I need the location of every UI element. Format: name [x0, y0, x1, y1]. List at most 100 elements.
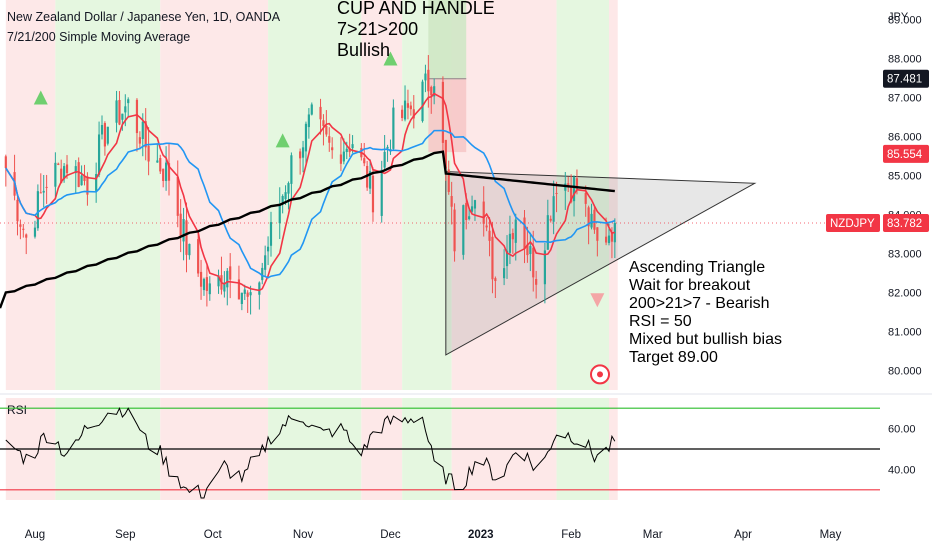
price-tag [883, 214, 929, 233]
candle-body [63, 166, 66, 180]
candle-body [80, 175, 83, 186]
candle-body [575, 178, 579, 189]
candle-body [532, 247, 535, 278]
price-tag [883, 144, 929, 163]
candle-body [124, 106, 127, 113]
candle-body [249, 292, 252, 296]
candle-body [301, 147, 305, 158]
candle-body [188, 243, 191, 256]
y-tick-label: 85.000 [888, 171, 922, 183]
candle-body [4, 156, 7, 169]
candle-body [165, 162, 168, 181]
price-tag-label: 87.481 [887, 74, 922, 86]
candle-body [284, 192, 287, 200]
annotation-line: CUP AND HANDLE [337, 0, 495, 18]
candle-body [503, 268, 506, 279]
candle-body [287, 183, 290, 194]
candle-body [243, 289, 246, 294]
candle-body [331, 147, 334, 151]
candle-body [403, 100, 407, 120]
annotation-line: 7>21>200 [337, 19, 419, 39]
candle-body [572, 177, 576, 202]
candle-body [430, 86, 433, 96]
candle-body [77, 162, 80, 187]
x-tick-label: Feb [561, 529, 581, 541]
candle-body [197, 239, 200, 274]
regime-band [609, 0, 618, 390]
candle-body [485, 225, 488, 228]
y-tick-label: 80.000 [888, 366, 922, 378]
candle-body [86, 176, 89, 195]
candle-body [217, 275, 220, 287]
candle-body [465, 202, 468, 221]
candle-body [567, 183, 570, 187]
candle-body [144, 121, 147, 148]
candle-body [441, 81, 445, 143]
target-dot-icon [597, 371, 603, 378]
candle-body [278, 205, 281, 224]
candle-body [549, 218, 552, 221]
y-tick-label: 86.000 [888, 132, 922, 144]
candle-body [95, 174, 98, 191]
candle-body [605, 236, 608, 243]
rsi-tick-label: 40.00 [888, 464, 916, 476]
rsi-tick-label: 60.00 [888, 424, 916, 436]
triangle-notes: Ascending Triangle Wait for breakout 200… [629, 259, 782, 367]
candle-body [363, 158, 366, 164]
candle-body [462, 205, 465, 255]
x-tick-label: Dec [380, 529, 401, 541]
candle-body [401, 109, 404, 118]
candle-body [16, 199, 19, 222]
candle-body [54, 162, 57, 187]
candle-body [523, 217, 526, 250]
candle-body [97, 134, 101, 175]
candle-body [406, 103, 410, 108]
y-tick-label: 89.000 [888, 15, 922, 27]
candle-body [202, 278, 206, 291]
x-tick-label: Nov [293, 529, 314, 541]
candle-body [240, 292, 243, 304]
candle-body [546, 215, 549, 250]
candle-body [83, 176, 86, 181]
candle-body [156, 160, 159, 163]
candle-body [450, 196, 453, 207]
candle-body [65, 164, 69, 174]
candle-body [488, 230, 491, 241]
candle-body [261, 267, 264, 281]
candle-body [299, 151, 302, 159]
rsi-title: RSI [7, 403, 27, 417]
time-axis: Aug Sep Oct Nov Dec 2023 Feb Mar Apr May [25, 529, 842, 541]
candle-body [607, 235, 611, 244]
candle-body [482, 201, 485, 224]
candle-body [185, 220, 188, 255]
candle-body [223, 282, 226, 292]
candle-body [351, 144, 354, 149]
x-tick-label: Apr [734, 529, 752, 541]
buy-signal-icon [275, 133, 290, 148]
candle-body [468, 216, 471, 220]
candle-body [22, 228, 25, 230]
candle-body [444, 139, 447, 169]
cup-handle-annotation: CUP AND HANDLE 7>21>200 Bullish [337, 0, 495, 61]
candle-body [543, 250, 546, 285]
candle-body [424, 73, 427, 81]
candle-body [590, 213, 593, 228]
candle-body [199, 271, 203, 287]
candle-body [348, 148, 351, 153]
candle-body [60, 168, 63, 184]
price-axis: JPY89.00088.00087.00086.00085.00084.0008… [826, 11, 929, 378]
rsi-pane: RSI 60.00 40.00 [0, 403, 916, 499]
currency-label: JPY [888, 11, 909, 23]
price-tag [826, 214, 880, 233]
candle-body [19, 224, 22, 227]
candle-body [494, 278, 497, 282]
candle-body [167, 163, 171, 181]
y-tick-label: 87.000 [888, 93, 922, 105]
price-tag-label: 85.554 [887, 149, 923, 161]
candle-body [141, 121, 144, 140]
indicator-title: 7/21/200 Simple Moving Average [7, 30, 191, 44]
candle-body [39, 192, 42, 194]
rsi-line [5, 406, 616, 499]
candle-body [264, 255, 267, 270]
